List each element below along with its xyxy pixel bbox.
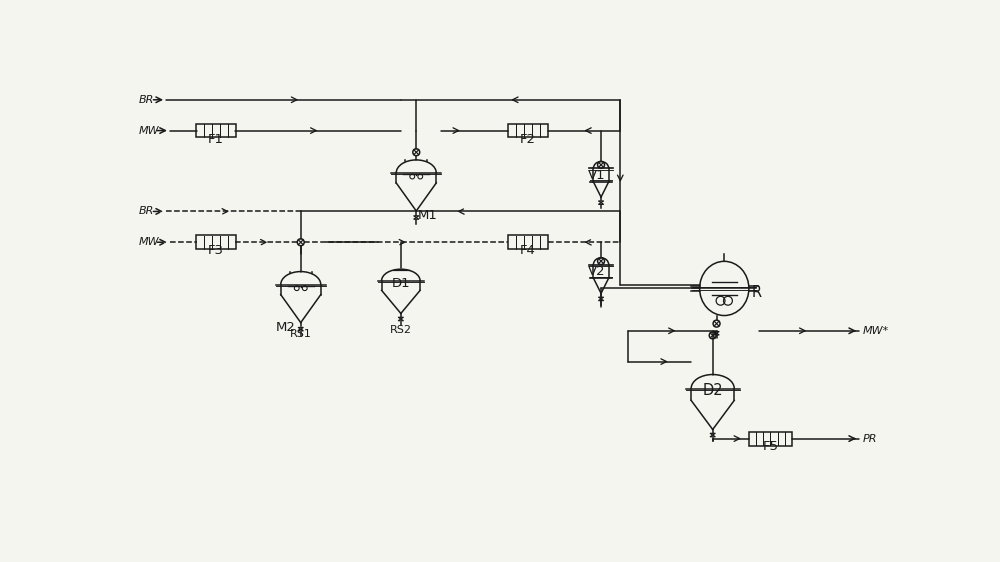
Bar [508, 124, 548, 137]
Bar [508, 235, 548, 249]
Text: D2: D2 [702, 383, 723, 397]
Bar [749, 432, 792, 446]
Text: M2: M2 [275, 321, 295, 334]
Bar [196, 124, 236, 137]
Text: M1: M1 [418, 209, 438, 222]
Text: PR: PR [863, 433, 877, 443]
Text: BR: BR [139, 95, 154, 105]
Text: BR: BR [139, 206, 154, 216]
Text: MW*: MW* [863, 326, 889, 336]
Text: MW: MW [139, 125, 160, 135]
Text: F2: F2 [520, 133, 536, 146]
Text: V2: V2 [588, 265, 606, 278]
Text: V1: V1 [588, 169, 606, 182]
Text: R: R [752, 285, 762, 300]
Text: F4: F4 [520, 244, 536, 257]
Text: F3: F3 [208, 244, 224, 257]
Text: RS2: RS2 [390, 325, 412, 336]
Text: RS1: RS1 [290, 329, 312, 339]
Bar [196, 235, 236, 249]
Text: F1: F1 [208, 133, 224, 146]
Text: D1: D1 [392, 277, 410, 289]
Text: F5: F5 [762, 440, 778, 453]
Text: MW: MW [139, 237, 160, 247]
